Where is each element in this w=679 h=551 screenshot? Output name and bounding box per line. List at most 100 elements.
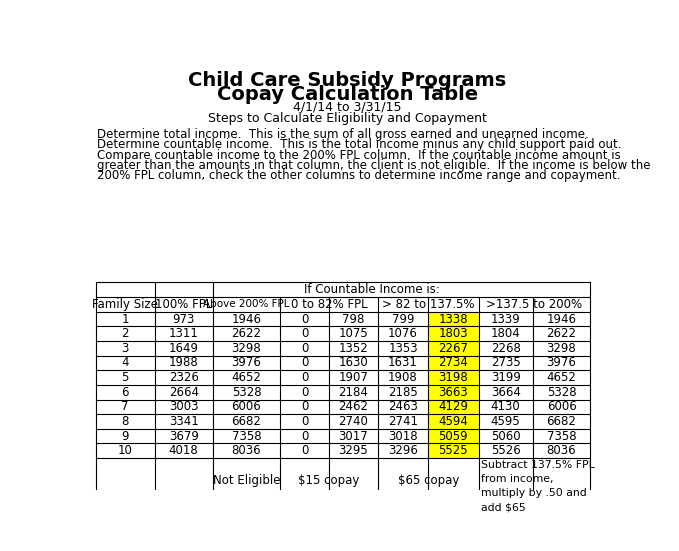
Text: Not Eligible: Not Eligible xyxy=(213,474,280,487)
Text: 6682: 6682 xyxy=(232,415,261,428)
Text: 1630: 1630 xyxy=(339,356,368,370)
Text: 973: 973 xyxy=(172,312,195,326)
Text: If Countable Income is:: If Countable Income is: xyxy=(304,283,441,296)
Text: 6006: 6006 xyxy=(232,401,261,413)
Text: 2184: 2184 xyxy=(338,386,368,399)
Text: 1311: 1311 xyxy=(169,327,199,340)
Bar xyxy=(428,326,479,341)
Text: >137.5 to 200%: >137.5 to 200% xyxy=(486,298,583,311)
Bar xyxy=(428,444,479,458)
Text: 0: 0 xyxy=(301,430,308,442)
Text: 4652: 4652 xyxy=(547,371,576,384)
Text: 2622: 2622 xyxy=(547,327,576,340)
Text: 3: 3 xyxy=(122,342,129,355)
Bar xyxy=(428,399,479,414)
Text: 3663: 3663 xyxy=(439,386,469,399)
Text: 3018: 3018 xyxy=(388,430,418,442)
Text: 3298: 3298 xyxy=(232,342,261,355)
Text: 0: 0 xyxy=(301,371,308,384)
Text: 1352: 1352 xyxy=(339,342,368,355)
Text: 2463: 2463 xyxy=(388,401,418,413)
Text: 0: 0 xyxy=(301,342,308,355)
Text: Steps to Calculate Eligibility and Copayment: Steps to Calculate Eligibility and Copay… xyxy=(208,112,487,125)
Text: Child Care Subsidy Programs: Child Care Subsidy Programs xyxy=(189,71,507,90)
Text: 4: 4 xyxy=(122,356,129,370)
Text: $65 copay: $65 copay xyxy=(397,474,459,487)
Text: 2622: 2622 xyxy=(232,327,261,340)
Text: Determine countable income.  This is the total income minus any child support pa: Determine countable income. This is the … xyxy=(97,138,622,151)
Text: 2268: 2268 xyxy=(491,342,521,355)
Text: 3003: 3003 xyxy=(169,401,198,413)
Text: 2740: 2740 xyxy=(338,415,368,428)
Text: 0 to 82% FPL: 0 to 82% FPL xyxy=(291,298,367,311)
Text: 1649: 1649 xyxy=(168,342,199,355)
Text: 6682: 6682 xyxy=(547,415,576,428)
Text: 5: 5 xyxy=(122,371,129,384)
Bar xyxy=(428,385,479,399)
Text: 0: 0 xyxy=(301,386,308,399)
Text: 0: 0 xyxy=(301,415,308,428)
Text: 2462: 2462 xyxy=(338,401,369,413)
Text: 1803: 1803 xyxy=(439,327,469,340)
Text: greater than the amounts in that column, the client is not eligible.  If the inc: greater than the amounts in that column,… xyxy=(97,159,650,172)
Text: 799: 799 xyxy=(392,312,414,326)
Text: 1339: 1339 xyxy=(491,312,521,326)
Text: 3199: 3199 xyxy=(491,371,521,384)
Text: 1076: 1076 xyxy=(388,327,418,340)
Text: 798: 798 xyxy=(342,312,365,326)
Text: 5328: 5328 xyxy=(547,386,576,399)
Text: 3976: 3976 xyxy=(232,356,261,370)
Text: 1353: 1353 xyxy=(388,342,418,355)
Text: 2741: 2741 xyxy=(388,415,418,428)
Text: Above 200% FPL: Above 200% FPL xyxy=(203,299,290,310)
Bar xyxy=(428,429,479,444)
Text: 4595: 4595 xyxy=(491,415,521,428)
Text: 1946: 1946 xyxy=(232,312,261,326)
Text: 1946: 1946 xyxy=(547,312,576,326)
Text: 1804: 1804 xyxy=(491,327,521,340)
Text: 5059: 5059 xyxy=(439,430,469,442)
Text: 2: 2 xyxy=(122,327,129,340)
Text: 2326: 2326 xyxy=(169,371,199,384)
Text: Family Size: Family Size xyxy=(92,298,158,311)
Text: 8: 8 xyxy=(122,415,129,428)
Text: 2734: 2734 xyxy=(439,356,469,370)
Text: 3976: 3976 xyxy=(547,356,576,370)
Text: 3679: 3679 xyxy=(169,430,199,442)
Text: 10: 10 xyxy=(117,444,132,457)
Text: 5525: 5525 xyxy=(439,444,469,457)
Text: 4129: 4129 xyxy=(439,401,469,413)
Text: 200% FPL column, check the other columns to determine income range and copayment: 200% FPL column, check the other columns… xyxy=(97,169,621,182)
Text: 5060: 5060 xyxy=(491,430,521,442)
Text: 0: 0 xyxy=(301,312,308,326)
Text: 9: 9 xyxy=(122,430,129,442)
Bar xyxy=(428,370,479,385)
Text: > 82 to 137.5%: > 82 to 137.5% xyxy=(382,298,475,311)
Text: 1631: 1631 xyxy=(388,356,418,370)
Text: 3296: 3296 xyxy=(388,444,418,457)
Text: 1338: 1338 xyxy=(439,312,469,326)
Text: $15 copay: $15 copay xyxy=(298,474,360,487)
Text: 100% FPL: 100% FPL xyxy=(155,298,213,311)
Text: 5526: 5526 xyxy=(491,444,521,457)
Text: 3298: 3298 xyxy=(547,342,576,355)
Text: Subtract 137.5% FPL
from income,
multiply by .50 and
add $65: Subtract 137.5% FPL from income, multipl… xyxy=(481,460,595,512)
Text: 0: 0 xyxy=(301,444,308,457)
Text: 0: 0 xyxy=(301,356,308,370)
Text: 1075: 1075 xyxy=(339,327,368,340)
Bar xyxy=(428,414,479,429)
Text: 0: 0 xyxy=(301,327,308,340)
Text: 3017: 3017 xyxy=(339,430,368,442)
Text: 8036: 8036 xyxy=(232,444,261,457)
Text: 3295: 3295 xyxy=(339,444,368,457)
Text: 6: 6 xyxy=(122,386,129,399)
Text: 1907: 1907 xyxy=(338,371,368,384)
Bar xyxy=(428,312,479,326)
Text: 4018: 4018 xyxy=(169,444,198,457)
Bar xyxy=(428,355,479,370)
Text: 2735: 2735 xyxy=(491,356,521,370)
Text: 5328: 5328 xyxy=(232,386,261,399)
Text: Compare countable income to the 200% FPL column.  If the countable income amount: Compare countable income to the 200% FPL… xyxy=(97,149,621,161)
Text: 7: 7 xyxy=(122,401,129,413)
Text: 1908: 1908 xyxy=(388,371,418,384)
